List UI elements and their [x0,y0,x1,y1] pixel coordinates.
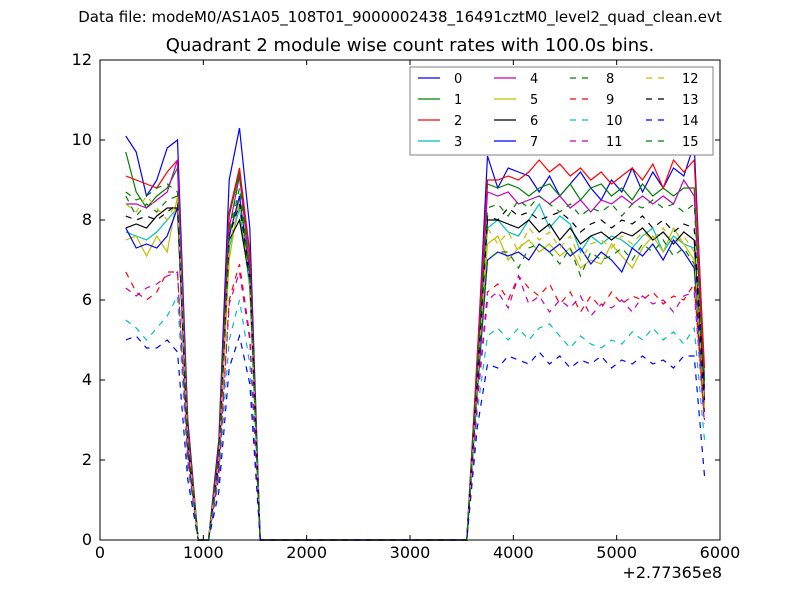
y-tick-label: 0 [82,530,92,549]
legend-label-9: 9 [606,93,614,108]
legend-label-2: 2 [454,114,462,129]
series-line-12 [125,194,706,541]
y-tick-label: 12 [72,50,92,69]
legend-label-5: 5 [530,93,538,108]
legend-label-10: 10 [606,114,623,129]
x-tick-label: 5000 [596,543,637,562]
series-line-1 [125,151,706,541]
legend-label-6: 6 [530,114,538,129]
legend-label-12: 12 [682,72,699,87]
y-tick-label: 2 [82,450,92,469]
x-tick-label: 3000 [390,543,431,562]
legend-label-1: 1 [454,93,462,108]
series-line-13 [125,202,706,541]
series-line-3 [125,202,706,541]
x-tick-label: 6000 [700,543,741,562]
legend-label-13: 13 [682,93,699,108]
series-line-8 [125,175,706,541]
series-line-4 [125,159,706,541]
legend-box [409,66,714,156]
legend-label-15: 15 [682,135,699,150]
y-tick-label: 4 [82,370,92,389]
series-line-2 [125,158,706,541]
legend-label-11: 11 [606,135,623,150]
series-line-7 [125,195,706,541]
legend-label-4: 4 [530,72,538,87]
series-line-0 [125,127,706,541]
x-offset-label: +2.77365e8 [622,563,722,582]
series-line-5 [125,195,706,541]
series-layer [125,127,706,541]
x-tick-label: 2000 [286,543,327,562]
legend-label-0: 0 [454,72,462,87]
legend-label-3: 3 [454,135,462,150]
y-tick-label: 10 [72,130,92,149]
x-tick-label: 1000 [183,543,224,562]
series-line-6 [125,207,706,541]
legend-label-7: 7 [530,135,538,150]
series-line-15 [125,183,706,541]
data-file-header: Data file: modeM0/AS1A05_108T01_90000024… [78,8,722,26]
legend-label-8: 8 [606,72,614,87]
legend-label-14: 14 [682,114,699,129]
x-tick-label: 0 [95,543,105,562]
y-tick-label: 8 [82,210,92,229]
y-tick-label: 6 [82,290,92,309]
x-tick-label: 4000 [493,543,534,562]
chart-title: Quadrant 2 module wise count rates with … [165,35,655,56]
